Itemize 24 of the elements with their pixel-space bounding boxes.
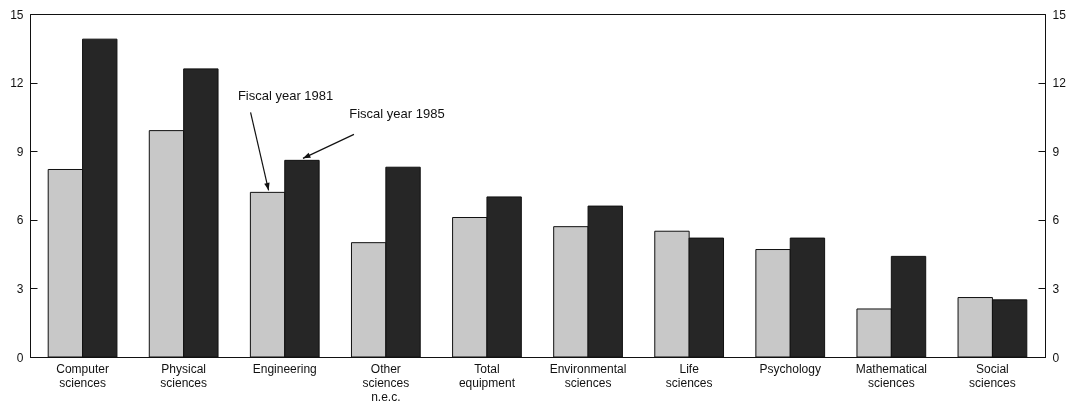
x-tick-label: Physical sciences [160,361,208,390]
y2-tick-label: 15 [1052,7,1067,22]
y-tick-label: 0 [16,350,24,365]
y-tick-label: 9 [16,144,24,159]
x-tick-label: Psychology [759,361,821,376]
y-tick-label: 12 [10,76,24,91]
x-tick-label: Computer sciences [56,361,109,390]
x-tick-label: Mathematical sciences [855,361,928,390]
y2-tick-label: 6 [1052,213,1060,228]
x-tick-label: Total equipment [458,361,516,390]
y2-tick-label: 0 [1052,350,1060,365]
text: Fiscal year 1981 [237,88,334,104]
text: Fiscal year 1985 [349,106,445,122]
x-tick-label: Social sciences [969,361,1016,390]
y2-tick-label: 9 [1052,144,1060,159]
y-tick-label: 3 [16,281,24,296]
y-tick-label: 6 [16,213,24,228]
x-tick-label: Engineering [252,361,317,376]
y-tick-label: 15 [10,7,24,22]
x-tick-label: Life sciences [665,361,713,390]
y2-tick-label: 12 [1052,76,1067,91]
x-tick-label: Environmental sciences [549,361,627,390]
y2-tick-label: 3 [1052,281,1060,296]
x-tick-label: Other sciences n.e.c. [362,361,410,404]
